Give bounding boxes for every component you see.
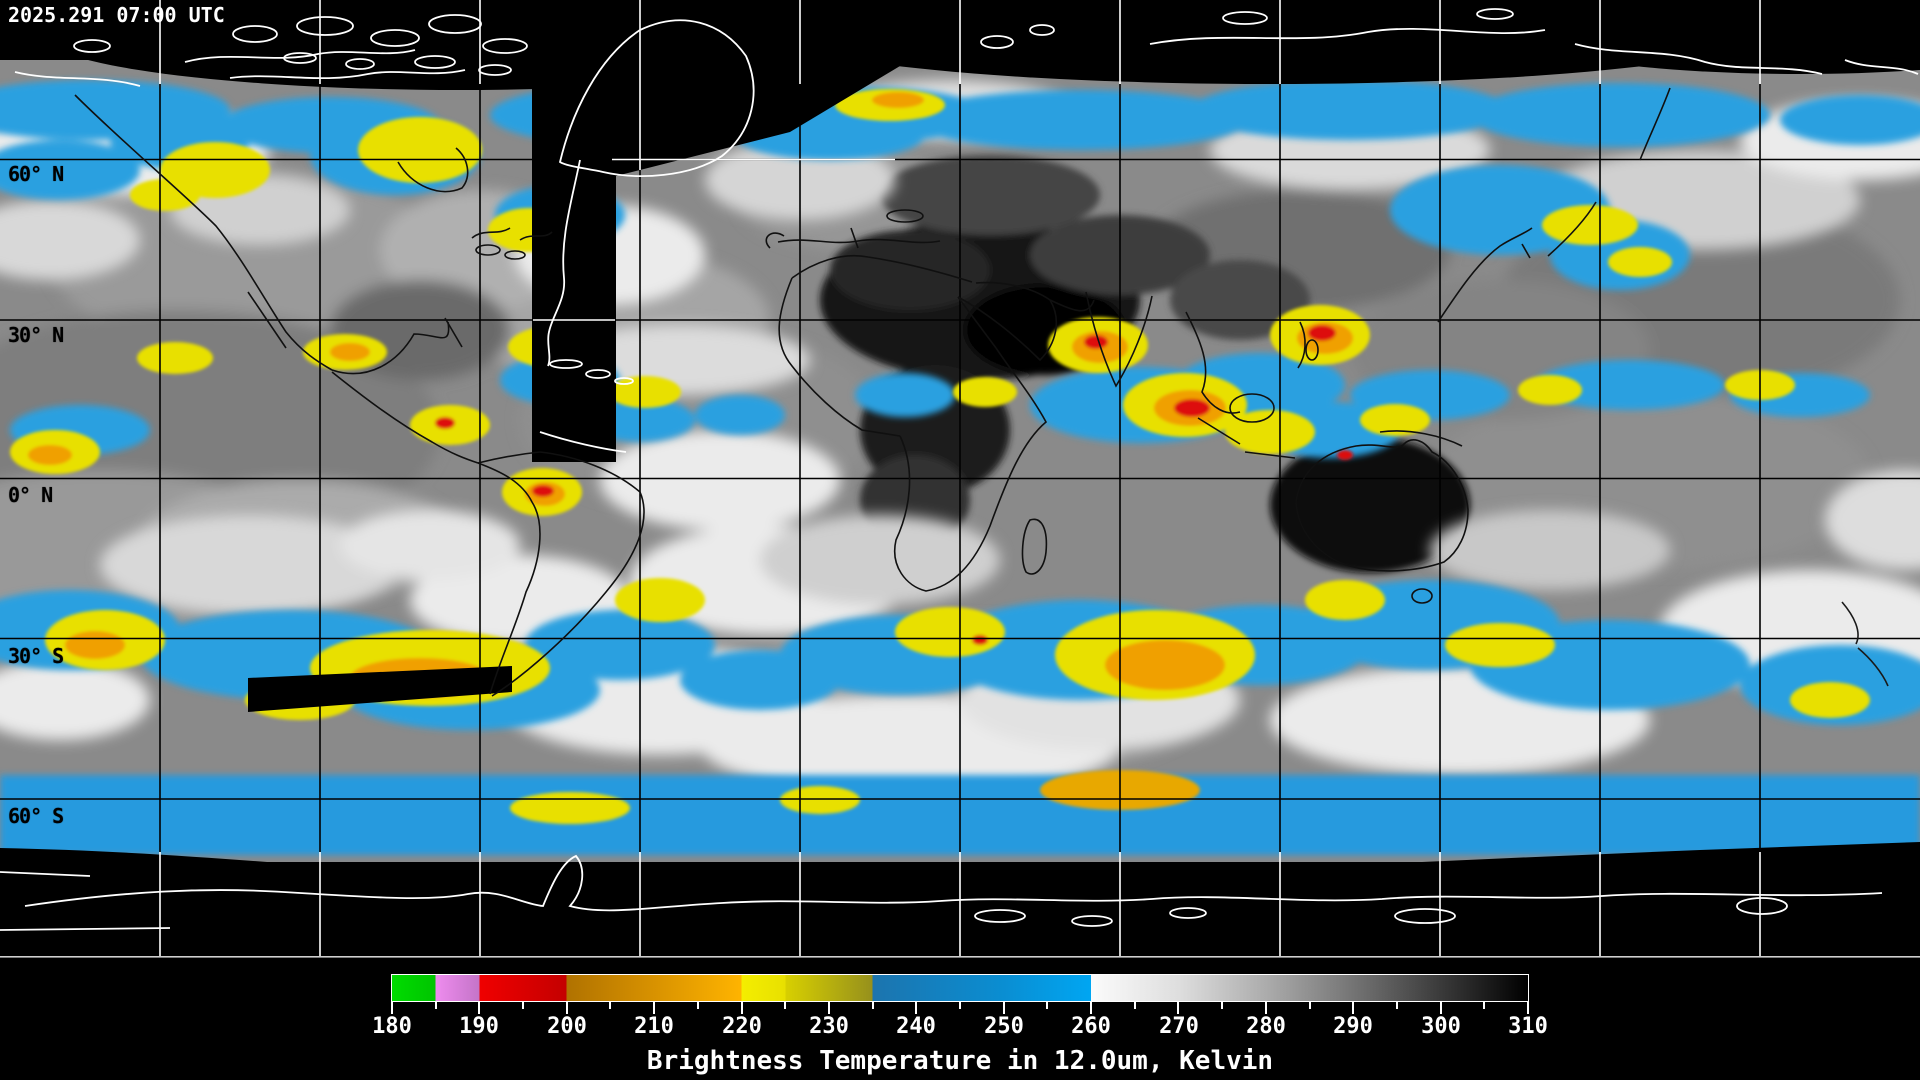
tick-label-190: 190 <box>459 1014 499 1039</box>
tick-label-230: 230 <box>809 1014 849 1039</box>
tick-label-300: 300 <box>1421 1014 1461 1039</box>
lat-label-30n: 30° N <box>8 323 64 347</box>
tick-label-310: 310 <box>1508 1014 1548 1039</box>
map-graticule <box>0 0 1920 956</box>
tick-label-280: 280 <box>1246 1014 1286 1039</box>
tick-label-260: 260 <box>1071 1014 1111 1039</box>
tick-label-270: 270 <box>1159 1014 1199 1039</box>
colorbar-gradient <box>391 974 1529 1002</box>
map-bottom-edge <box>0 956 1920 958</box>
timestamp: 2025.291 07:00 UTC <box>8 3 225 27</box>
map-coastlines-white <box>0 8 1919 931</box>
tick-label-290: 290 <box>1333 1014 1373 1039</box>
lat-label-60s: 60° S <box>8 804 64 828</box>
lat-label-30s: 30° S <box>8 644 64 668</box>
map-coastlines-black <box>74 87 1889 697</box>
tick-label-180: 180 <box>372 1014 412 1039</box>
lat-label-60n: 60° N <box>8 162 64 186</box>
world-map-canvas <box>0 0 1920 958</box>
tick-label-210: 210 <box>634 1014 674 1039</box>
colorbar-title: Brightness Temperature in 12.0um, Kelvin <box>646 1046 1274 1076</box>
tick-label-250: 250 <box>984 1014 1024 1039</box>
tick-label-240: 240 <box>896 1014 936 1039</box>
colorbar-tick-labels: 180 190 200 210 220 230 240 250 260 270 … <box>0 1014 1920 1040</box>
tick-label-200: 200 <box>547 1014 587 1039</box>
colorbar-ticks <box>0 1002 1920 1016</box>
lat-label-0n: 0° N <box>8 483 53 507</box>
tick-label-220: 220 <box>722 1014 762 1039</box>
map-convection-cores <box>10 89 1870 824</box>
